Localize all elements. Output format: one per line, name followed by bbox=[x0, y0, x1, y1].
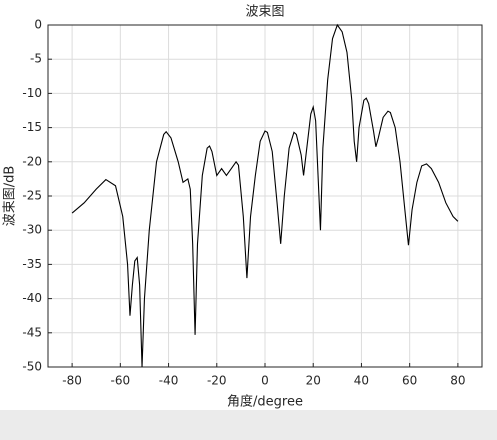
y-tick-label: -15 bbox=[22, 120, 42, 134]
x-tick-label: -80 bbox=[62, 374, 82, 388]
y-tick-label: -10 bbox=[22, 86, 42, 100]
y-tick-label: -35 bbox=[22, 257, 42, 271]
y-tick-label: -40 bbox=[22, 291, 42, 305]
y-tick-label: -25 bbox=[22, 189, 42, 203]
x-tick-label: -20 bbox=[207, 374, 227, 388]
chart-title: 波束图 bbox=[245, 5, 284, 20]
x-tick-label: 60 bbox=[402, 374, 417, 388]
x-tick-label: 40 bbox=[354, 374, 369, 388]
y-tick-label: -30 bbox=[22, 223, 42, 237]
x-tick-label: -60 bbox=[111, 374, 131, 388]
y-tick-label: -50 bbox=[22, 360, 42, 374]
x-tick-label: 80 bbox=[450, 374, 465, 388]
x-tick-label: 0 bbox=[261, 374, 269, 388]
y-tick-label: -20 bbox=[22, 154, 42, 168]
bottom-strip bbox=[0, 410, 497, 440]
axes-box bbox=[47, 24, 483, 368]
x-axis-label: 角度/degree bbox=[227, 394, 303, 410]
y-tick-label: 0 bbox=[34, 18, 42, 32]
x-tick-label: 20 bbox=[306, 374, 321, 388]
x-tick-label: -40 bbox=[159, 374, 179, 388]
line-series bbox=[71, 23, 459, 368]
y-axis-label: 波束图/dB bbox=[3, 166, 18, 227]
y-tick-label: -45 bbox=[22, 325, 42, 339]
figure-bg bbox=[0, 0, 497, 410]
y-tick-label: -5 bbox=[30, 52, 42, 66]
